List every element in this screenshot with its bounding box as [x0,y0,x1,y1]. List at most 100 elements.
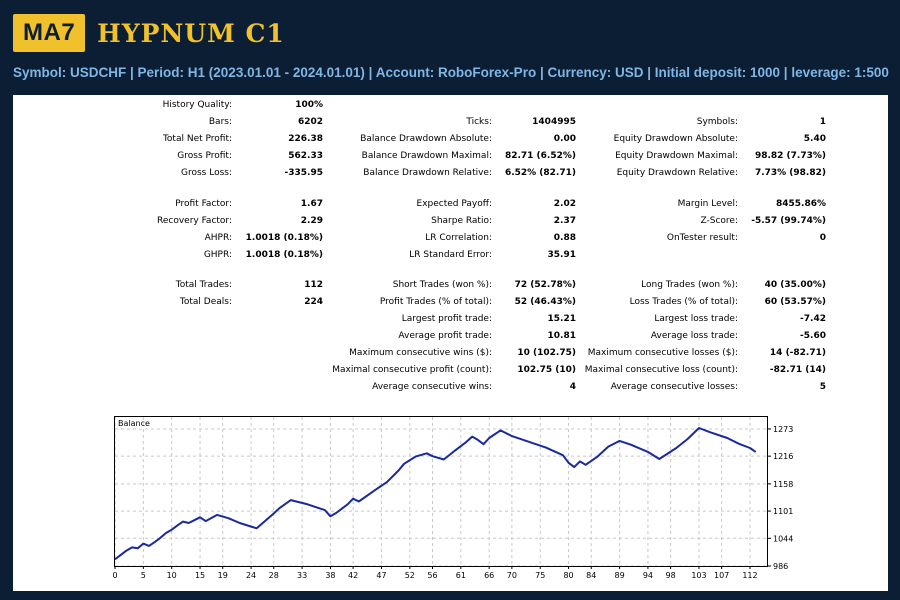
stat-label: Short Trades (won %): [392,280,492,290]
stat-equity-dd-absolute: Equity Drawdown Absolute: 5.40 [13,134,888,150]
stat-label: LR Correlation: [425,233,492,243]
stat-value: -335.95 [284,168,323,178]
stat-lr-standard-error: LR Standard Error: 35.91 [13,250,888,266]
stat-label: Long Trades (won %): [641,280,738,290]
x-tick-label: 84 [586,571,596,580]
stat-value: 2.02 [553,199,576,209]
stat-value: 60 (53.57%) [764,297,826,307]
stat-label: Average loss trade: [650,331,738,341]
y-tick-label: 986 [773,562,788,571]
stat-average-consecutive-wins: Average consecutive wins: 4 [13,382,888,398]
x-tick-label: 107 [714,571,729,580]
stat-value: 102.75 (10) [517,365,576,375]
stat-total-trades: Total Trades: 112 [13,280,888,296]
stat-expected-payoff: Expected Payoff: 2.02 [13,199,888,215]
stat-value: 5.40 [803,134,826,144]
stat-value: 4 [569,382,576,392]
chart-title: Balance [118,419,150,428]
stat-value: 2.29 [300,216,323,226]
x-tick-label: 80 [563,571,573,580]
stat-value: 1 [819,117,826,127]
stat-label: Maximum consecutive losses ($): [587,348,738,358]
stat-value: 562.33 [288,151,323,161]
stat-label: AHPR: [204,233,232,243]
x-axis-ticks: 0 5 10 15 19 24 28 33 38 42 47 52 56 61 66 70 75 80 84 89 94… [113,566,758,580]
stat-label: Profit Factor: [175,199,232,209]
stat-value: 35.91 [547,250,576,260]
stat-label: Loss Trades (% of total): [629,297,738,307]
x-tick-label: 52 [405,571,415,580]
test-settings-line: Symbol: USDCHF | Period: H1 (2023.01.01 … [13,65,889,80]
stat-label: Z-Score: [700,216,739,226]
stat-label: Balance Drawdown Relative: [363,168,492,178]
stat-ontester-result: OnTester result: 0 [13,233,888,249]
x-tick-label: 10 [167,571,177,580]
stat-value: 82.71 (6.52%) [504,151,576,161]
stat-average-loss-trade: Average loss trade: -5.60 [13,331,888,347]
stat-value: 2.37 [553,216,576,226]
stat-label: Ticks: [466,117,492,127]
stat-label: Gross Profit: [177,151,232,161]
stat-value: 72 (52.78%) [514,280,576,290]
x-tick-label: 61 [456,571,466,580]
stat-largest-loss-trade: Largest loss trade: -7.42 [13,314,888,330]
stat-value: 98.82 (7.73%) [754,151,826,161]
stat-balance-dd-maximal: Balance Drawdown Maximal: 82.71 (6.52%) [13,151,888,167]
balance-series-line [114,427,757,561]
stat-average-profit-trade: Average profit trade: 10.81 [13,331,888,347]
stat-average-consecutive-losses: Average consecutive losses: 5 [13,382,888,398]
stat-symbols: Symbols: 1 [13,117,888,133]
stat-label: Maximal consecutive profit (count): [332,365,492,375]
x-tick-label: 19 [218,571,228,580]
stat-value: -5.57 (99.74%) [751,216,826,226]
stat-label: OnTester result: [666,233,738,243]
stat-profit-trades: Profit Trades (% of total): 52 (46.43%) [13,297,888,313]
stat-label: Equity Drawdown Relative: [616,168,738,178]
stat-value: 100% [295,100,323,110]
report-stats: History Quality: 100% Bars: 6202 Total N… [13,95,888,400]
stat-value: 6202 [297,117,323,127]
x-tick-label: 24 [246,571,256,580]
stat-label: Total Deals: [179,297,232,307]
stat-gross-profit: Gross Profit: 562.33 [13,151,888,167]
stat-label: Gross Loss: [181,168,232,178]
stat-profit-factor: Profit Factor: 1.67 [13,199,888,215]
stat-value: 1404995 [532,117,576,127]
stat-value: 0.00 [553,134,576,144]
stat-total-net-profit: Total Net Profit: 226.38 [13,134,888,150]
stat-value: 0 [819,233,826,243]
x-tick-label: 15 [195,571,205,580]
stat-history-quality: History Quality: 100% [13,100,888,116]
stat-value: 10.81 [547,331,576,341]
logo-name: HYPNUM C1 [97,18,285,48]
stat-value: 5 [819,382,826,392]
stat-label: Average consecutive losses: [610,382,738,392]
stat-label: Recovery Factor: [156,216,232,226]
stat-short-trades: Short Trades (won %): 72 (52.78%) [13,280,888,296]
brand-logo: MA7 HYPNUM C1 [13,14,285,52]
stat-value: -82.71 (14) [769,365,826,375]
y-tick-label: 1044 [773,534,793,543]
stat-label: Largest loss trade: [654,314,738,324]
y-axis-ticks: 986 1044 1101 1158 1216 1273 [767,425,793,571]
x-tick-label: 38 [325,571,335,580]
plot-frame [114,416,768,567]
stat-ticks: Ticks: 1404995 [13,117,888,133]
stat-value: 6.52% (82.71) [504,168,576,178]
x-tick-label: 33 [297,571,307,580]
stat-value: 0.88 [553,233,576,243]
stat-label: History Quality: [162,100,232,110]
x-tick-label: 112 [742,571,757,580]
stat-ghpr: GHPR: 1.0018 (0.18%) [13,250,888,266]
stat-label: Total Net Profit: [162,134,232,144]
x-tick-label: 70 [507,571,517,580]
stat-label: Profit Trades (% of total): [379,297,492,307]
x-tick-label: 42 [348,571,358,580]
x-tick-label: 103 [691,571,706,580]
x-tick-label: 0 [113,571,118,580]
stat-value: -5.60 [800,331,826,341]
tester-report-panel: History Quality: 100% Bars: 6202 Total N… [13,95,888,591]
stat-label: Maximal consecutive loss (count): [584,365,738,375]
stat-value: 10 (102.75) [517,348,576,358]
stat-label: Maximum consecutive wins ($): [349,348,492,358]
